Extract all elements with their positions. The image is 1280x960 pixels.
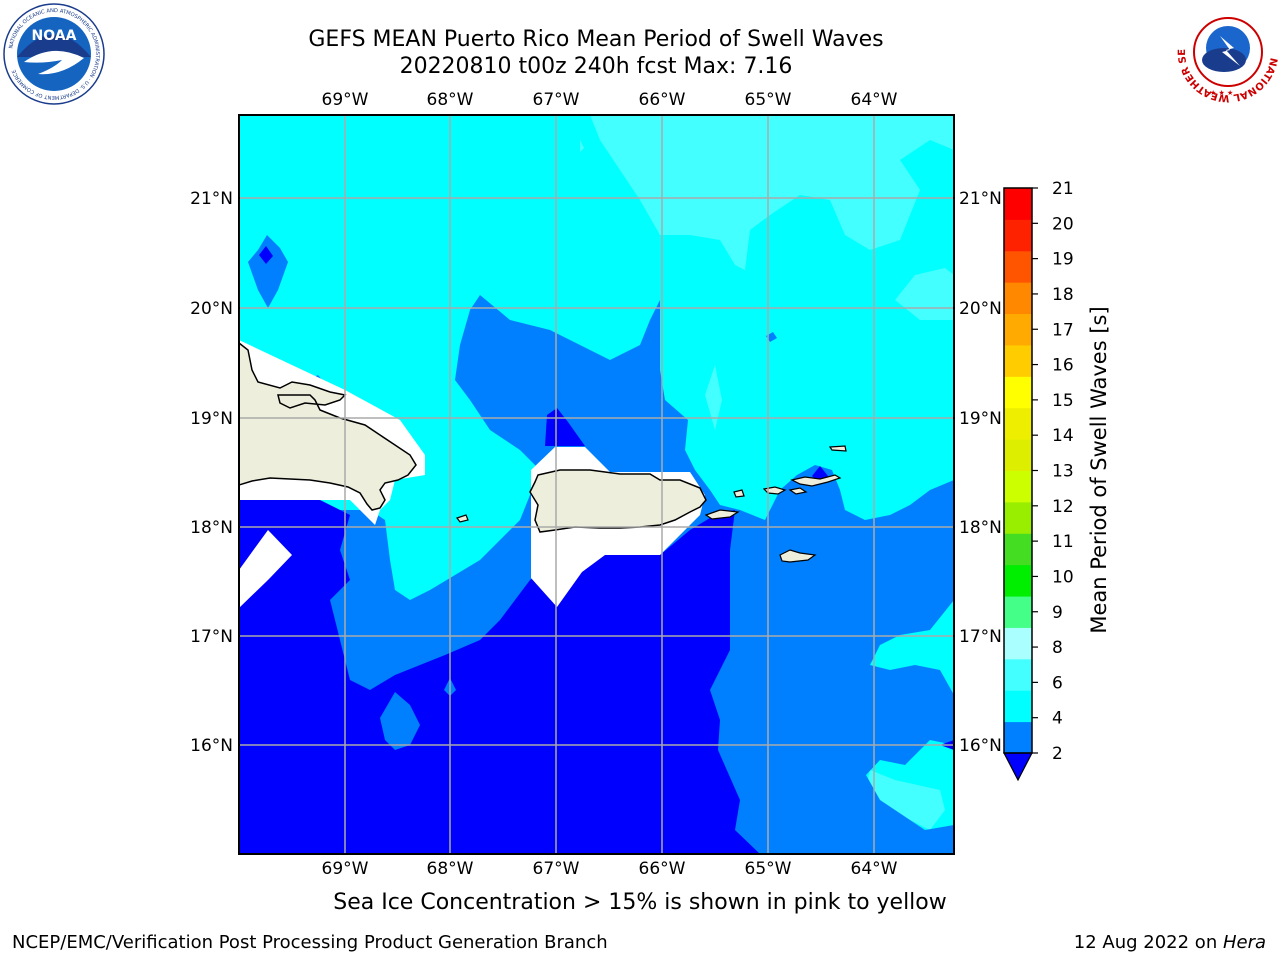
sea-ice-note: Sea Ice Concentration > 15% is shown in … bbox=[333, 890, 947, 915]
swell-zone-below-2 bbox=[239, 500, 760, 854]
colorbar-extend-triangle bbox=[1003, 752, 1033, 782]
masked-region bbox=[239, 530, 292, 608]
map-panel bbox=[239, 115, 954, 854]
colorbar-tick-label: 14 bbox=[1052, 426, 1074, 446]
swell-zone-6-8 bbox=[590, 115, 954, 270]
colorbar-tick-label: 13 bbox=[1052, 462, 1074, 482]
colorbar-tick-label: 15 bbox=[1052, 391, 1074, 411]
colorbar-swatch bbox=[1004, 721, 1032, 754]
colorbar-swatch bbox=[1004, 219, 1032, 252]
lon-label-top: 66°W bbox=[639, 90, 686, 110]
colorbar-swatch bbox=[1004, 501, 1032, 534]
colorbar-swatch bbox=[1004, 470, 1032, 503]
colorbar-tick-label: 20 bbox=[1052, 214, 1074, 234]
lat-label-left: 18°N bbox=[190, 518, 233, 538]
colorbar-swatch bbox=[1004, 658, 1032, 691]
island-outline bbox=[788, 487, 808, 495]
footer-credit: NCEP/EMC/Verification Post Processing Pr… bbox=[12, 932, 608, 953]
lon-label-bottom: 66°W bbox=[639, 859, 686, 879]
lon-label-top: 64°W bbox=[851, 90, 898, 110]
lon-label-bottom: 68°W bbox=[427, 859, 474, 879]
colorbar-swatch bbox=[1004, 282, 1032, 315]
chart-subtitle: 20220810 t00z 240h fcst Max: 7.16 bbox=[399, 54, 793, 79]
colorbar-tick-label: 17 bbox=[1052, 320, 1074, 340]
swell-zone-2-4 bbox=[248, 235, 288, 308]
colorbar-tick-label: 6 bbox=[1052, 673, 1063, 693]
colorbar-tick-label: 18 bbox=[1052, 285, 1074, 305]
colorbar-swatch bbox=[1004, 564, 1032, 597]
lon-label-bottom: 64°W bbox=[851, 859, 898, 879]
colorbar-tick-label: 4 bbox=[1052, 709, 1063, 729]
lon-label-bottom: 69°W bbox=[322, 859, 369, 879]
colorbar-tick-label: 10 bbox=[1052, 567, 1074, 587]
colorbar-swatch bbox=[1004, 627, 1032, 660]
colorbar-tick-label: 11 bbox=[1052, 532, 1074, 552]
noaa-logo: NOAA NATIONAL OCEANIC AND ATMOSPHERIC AD… bbox=[3, 3, 105, 105]
island-outline bbox=[828, 445, 847, 452]
lon-label-top: 69°W bbox=[322, 90, 369, 110]
lon-label-bottom: 65°W bbox=[745, 859, 792, 879]
swell-zone-below-2 bbox=[259, 246, 273, 264]
lat-label-right: 20°N bbox=[959, 299, 1002, 319]
colorbar-tick-label: 12 bbox=[1052, 497, 1074, 517]
colorbar-swatch bbox=[1004, 596, 1032, 628]
colorbar-swatch bbox=[1004, 690, 1032, 723]
footer-host: Hera bbox=[1222, 932, 1266, 953]
island-outline bbox=[704, 509, 740, 520]
lon-label-top: 65°W bbox=[745, 90, 792, 110]
colorbar-tick-label: 19 bbox=[1052, 250, 1074, 270]
lat-label-right: 17°N bbox=[959, 627, 1002, 647]
lat-label-left: 17°N bbox=[190, 627, 233, 647]
colorbar-swatch bbox=[1004, 376, 1032, 409]
swell-zone-6-8 bbox=[868, 770, 945, 830]
colorbar-tick-label: 16 bbox=[1052, 356, 1074, 376]
lat-label-right: 21°N bbox=[959, 189, 1002, 209]
island-outline bbox=[456, 514, 469, 523]
colorbar-ticks: 2 4 6 8 9 10 11 12 13 14 15 16 17 18 19 20 21 bbox=[1032, 179, 1074, 764]
lat-label-left: 21°N bbox=[190, 189, 233, 209]
colorbar-tick-label: 2 bbox=[1052, 744, 1063, 764]
swell-zone-6-8 bbox=[580, 140, 584, 152]
colorbar-swatches bbox=[1004, 188, 1032, 754]
lon-label-top: 67°W bbox=[533, 90, 580, 110]
island-outline bbox=[790, 474, 842, 487]
swell-zone-6-8 bbox=[895, 268, 954, 320]
lat-label-left: 19°N bbox=[190, 409, 233, 429]
lon-label-bottom: 67°W bbox=[533, 859, 580, 879]
svg-text:★ ★ ★: ★ ★ ★ bbox=[1210, 89, 1233, 97]
colorbar-tick-label: 8 bbox=[1052, 638, 1063, 658]
swell-zone-2-4 bbox=[380, 692, 420, 750]
island-outline bbox=[733, 489, 745, 498]
footer-date-text: 12 Aug 2022 on bbox=[1073, 932, 1223, 953]
colorbar-swatch bbox=[1004, 407, 1032, 440]
colorbar-swatch bbox=[1004, 313, 1032, 346]
swell-zone-6-8 bbox=[705, 365, 722, 430]
lat-label-right: 19°N bbox=[959, 409, 1002, 429]
chart-title: GEFS MEAN Puerto Rico Mean Period of Swe… bbox=[308, 27, 884, 52]
colorbar-swatch bbox=[1004, 250, 1032, 283]
lat-label-right: 18°N bbox=[959, 518, 1002, 538]
colorbar-swatch bbox=[1004, 439, 1032, 471]
colorbar-swatch bbox=[1004, 188, 1032, 220]
colorbar-label: Mean Period of Swell Waves [s] bbox=[1087, 306, 1111, 633]
lat-label-left: 16°N bbox=[190, 736, 233, 756]
map-gridlines bbox=[239, 115, 954, 854]
map-frame bbox=[238, 114, 955, 855]
nws-logo: NATIONAL WEATHER SERVICE ★ ★ ★ bbox=[1176, 0, 1279, 103]
lon-label-top: 68°W bbox=[427, 90, 474, 110]
footer-date: 12 Aug 2022 on Hera bbox=[1074, 932, 1266, 953]
colorbar-tick-label: 9 bbox=[1052, 603, 1063, 623]
lat-label-right: 16°N bbox=[959, 736, 1002, 756]
island-outline bbox=[779, 549, 817, 563]
lat-label-left: 20°N bbox=[190, 299, 233, 319]
colorbar: 2 4 6 8 9 10 11 12 13 14 15 16 17 18 19 20 21 Mean Perio… bbox=[1003, 179, 1111, 782]
colorbar-tick-label: 21 bbox=[1052, 179, 1074, 199]
colorbar-swatch bbox=[1004, 533, 1032, 566]
colorbar-swatch bbox=[1004, 344, 1032, 377]
noaa-logo-text: NOAA bbox=[32, 28, 77, 44]
